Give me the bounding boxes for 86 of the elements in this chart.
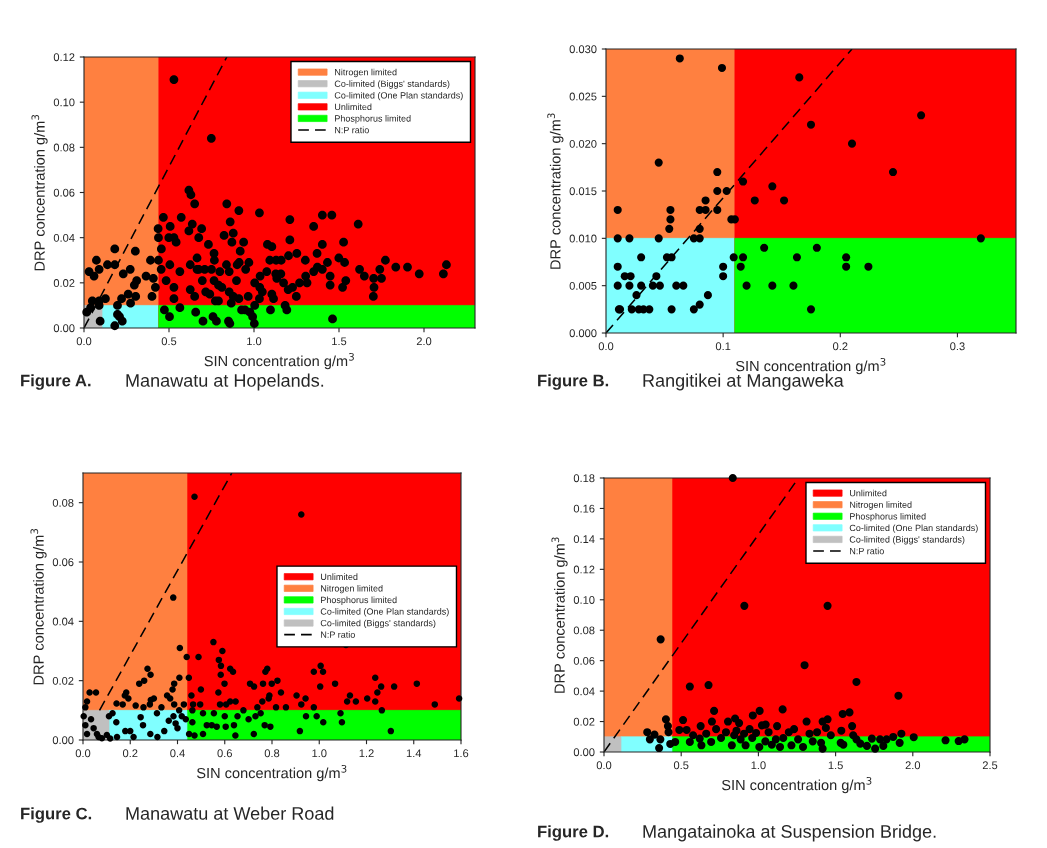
y-axis-title: DRP concentration g/m$^{3}$: [551, 537, 568, 693]
y-tick-label: 0.00: [53, 324, 75, 333]
x-tick-label: 0.1: [715, 342, 731, 351]
text: Figure C.: [21, 807, 92, 823]
y-tick-label: 0.000: [569, 329, 597, 338]
legend-label: Co-limited (One Plan standards): [849, 524, 978, 533]
y-tick-label: 0.04: [52, 617, 74, 626]
legend-label: Phosphorus limited: [321, 596, 397, 605]
y-tick-label: 0.14: [573, 535, 595, 544]
x-tick-label: 0.5: [161, 337, 177, 346]
y-tick-label: 0.08: [52, 498, 74, 507]
legend-label: Nitrogen limited: [335, 68, 397, 78]
legend-label: Phosphorus limited: [850, 512, 926, 522]
x-tick-label: 0.0: [596, 761, 612, 770]
y-tick-label: 0.02: [53, 279, 75, 287]
y-tick-label: 0.12: [53, 53, 75, 62]
text: Manawatu at Hopelands.: [126, 373, 324, 391]
x-tick-label: 0.2: [122, 749, 138, 758]
x-tick-label: 2.5: [982, 761, 998, 770]
x-tick-label: 0.0: [75, 749, 91, 758]
y-tick-label: 0.025: [569, 92, 597, 101]
legend-label: Unlimited: [321, 573, 358, 580]
text: Mangatainoka at Suspension Bridge.: [643, 824, 936, 842]
y-axis-title: DRP concentration g/m$^{3}$: [30, 528, 47, 685]
x-tick-label: 2.0: [416, 337, 432, 346]
y-tick-label: 0.06: [52, 558, 74, 567]
x-tick-label: 1.2: [359, 749, 374, 758]
y-tick-label: 0.16: [573, 504, 595, 513]
x-tick-label: 1.0: [247, 337, 262, 346]
y-tick-label: 0.010: [569, 234, 597, 243]
x-tick-label: 0.0: [598, 342, 614, 351]
legend-label: Co-limited (Biggs' standards): [320, 619, 436, 629]
x-tick-label: 0.6: [217, 749, 232, 758]
y-tick-label: 0.12: [573, 565, 595, 574]
text: Figure A.: [21, 374, 91, 390]
text: Figure D.: [538, 825, 609, 841]
x-tick-label: 1.4: [406, 749, 422, 758]
x-tick-label: 1.5: [828, 761, 843, 770]
x-tick-label: 1.5: [332, 337, 347, 346]
legend-label: N:P ratio: [335, 126, 369, 134]
text: Rangitikei at Mangaweka: [643, 373, 844, 391]
legend-label: Unlimited: [850, 489, 887, 497]
legend-label: Unlimited: [335, 103, 372, 111]
y-axis-title: DRP concentration g/m$^{3}$: [31, 114, 48, 271]
y-tick-label: 0.04: [53, 233, 75, 242]
x-tick-label: 0.2: [833, 342, 848, 351]
y-axis-title: DRP concentration g/m$^{3}$: [547, 113, 564, 269]
legend-label: Phosphorus limited: [335, 115, 411, 124]
x-tick-label: 0.0: [76, 337, 92, 346]
y-tick-label: 0.02: [573, 717, 595, 726]
y-tick-label: 0.030: [569, 45, 597, 54]
y-tick-label: 0.02: [52, 676, 74, 685]
y-tick-label: 0.00: [52, 736, 74, 745]
y-tick-label: 0.18: [573, 474, 595, 483]
x-tick-label: 0.3: [950, 342, 965, 351]
x-axis-title: SIN concentration g/m$^{3}$: [204, 352, 354, 370]
legend-label: Co-limited (One Plan standards): [320, 608, 449, 617]
x-tick-label: 0.8: [264, 749, 280, 758]
y-tick-label: 0.08: [573, 626, 595, 635]
text: Manawatu at Weber Road: [126, 806, 334, 820]
x-tick-label: 0.4: [170, 749, 185, 758]
x-tick-label: 1.0: [312, 749, 327, 758]
y-tick-label: 0.00: [573, 748, 595, 757]
y-tick-label: 0.04: [573, 687, 595, 696]
x-tick-label: 2.0: [905, 761, 921, 770]
x-axis-title: SIN concentration g/m$^{3}$: [721, 776, 872, 794]
legend-label: N:P ratio: [321, 631, 355, 638]
y-tick-label: 0.06: [53, 188, 75, 197]
x-tick-label: 1.0: [751, 761, 766, 770]
y-tick-label: 0.015: [569, 187, 597, 196]
y-tick-label: 0.020: [569, 139, 597, 148]
legend-label: Co-limited (One Plan standards): [334, 91, 463, 101]
x-axis-title: SIN concentration g/m$^{3}$: [196, 764, 347, 782]
legend-label: N:P ratio: [850, 547, 884, 555]
x-tick-label: 1.6: [454, 749, 469, 758]
legend-label: Nitrogen limited: [321, 584, 383, 594]
legend-label: Co-limited (Biggs' standards): [334, 80, 450, 89]
legend-label: Co-limited (Biggs' standards): [849, 536, 965, 545]
text: Figure B.: [538, 374, 609, 390]
legend-label: Nitrogen limited: [850, 501, 912, 510]
y-tick-label: 0.06: [573, 656, 595, 665]
y-tick-label: 0.005: [569, 281, 597, 290]
y-tick-label: 0.10: [573, 596, 595, 604]
x-tick-label: 0.5: [673, 761, 689, 770]
y-tick-label: 0.10: [53, 98, 75, 107]
y-tick-label: 0.08: [53, 143, 75, 152]
